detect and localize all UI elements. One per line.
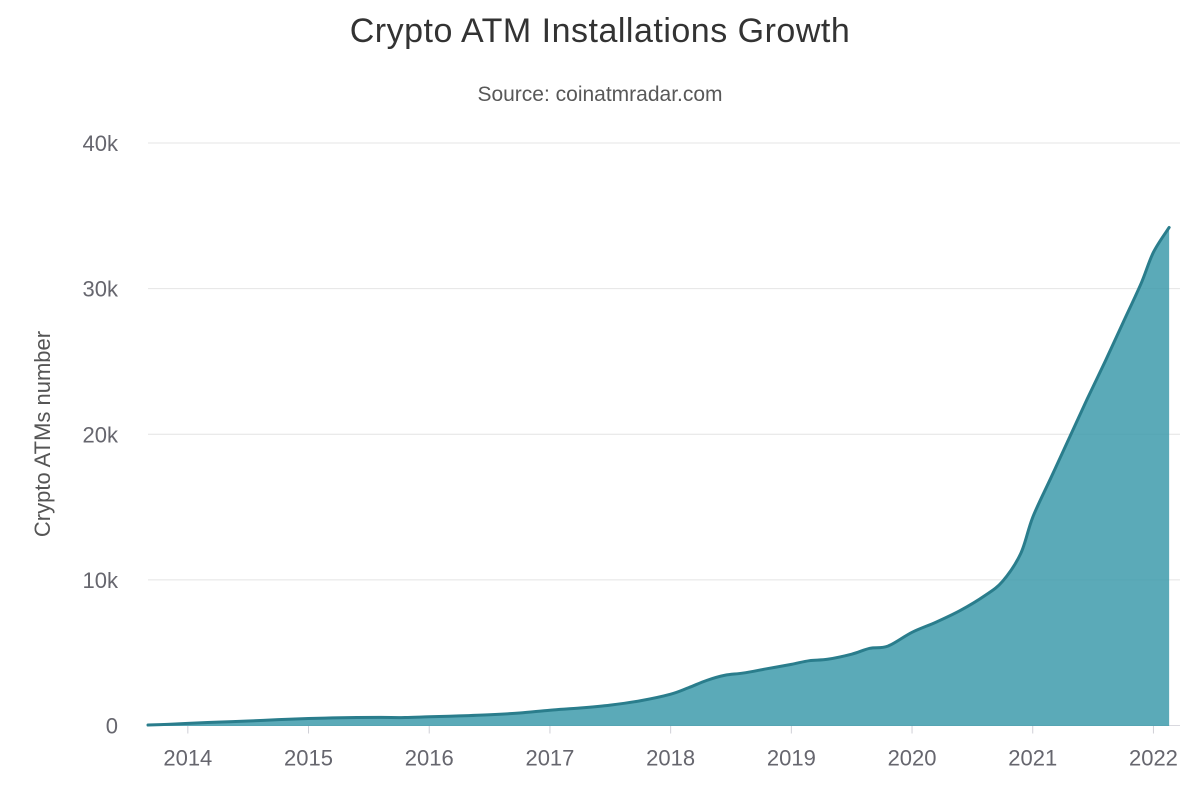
x-axis-tick-label: 2016 bbox=[405, 746, 454, 771]
series-line bbox=[146, 225, 1171, 727]
y-axis-tick-label: 10k bbox=[83, 568, 119, 593]
area-fill bbox=[148, 227, 1170, 726]
x-axis-tick-label: 2014 bbox=[163, 746, 212, 771]
x-axis-tick-label: 2020 bbox=[888, 746, 937, 771]
x-axis-tick-label: 2015 bbox=[284, 746, 333, 771]
x-axis-tick-label: 2019 bbox=[767, 746, 816, 771]
y-axis-tick-label: 40k bbox=[83, 131, 119, 156]
y-axis-tick-label: 20k bbox=[83, 422, 119, 447]
x-axis-tick-label: 2018 bbox=[646, 746, 695, 771]
chart-subtitle: Source: coinatmradar.com bbox=[477, 83, 723, 106]
y-axis-tick-label: 0 bbox=[106, 714, 118, 739]
y-axis-tick-label: 30k bbox=[83, 277, 119, 302]
x-axis-tick-label: 2017 bbox=[525, 746, 574, 771]
x-axis-tick-label: 2021 bbox=[1008, 746, 1057, 771]
x-axis-tick-label: 2022 bbox=[1129, 746, 1178, 771]
chart-title: Crypto ATM Installations Growth bbox=[349, 12, 851, 50]
